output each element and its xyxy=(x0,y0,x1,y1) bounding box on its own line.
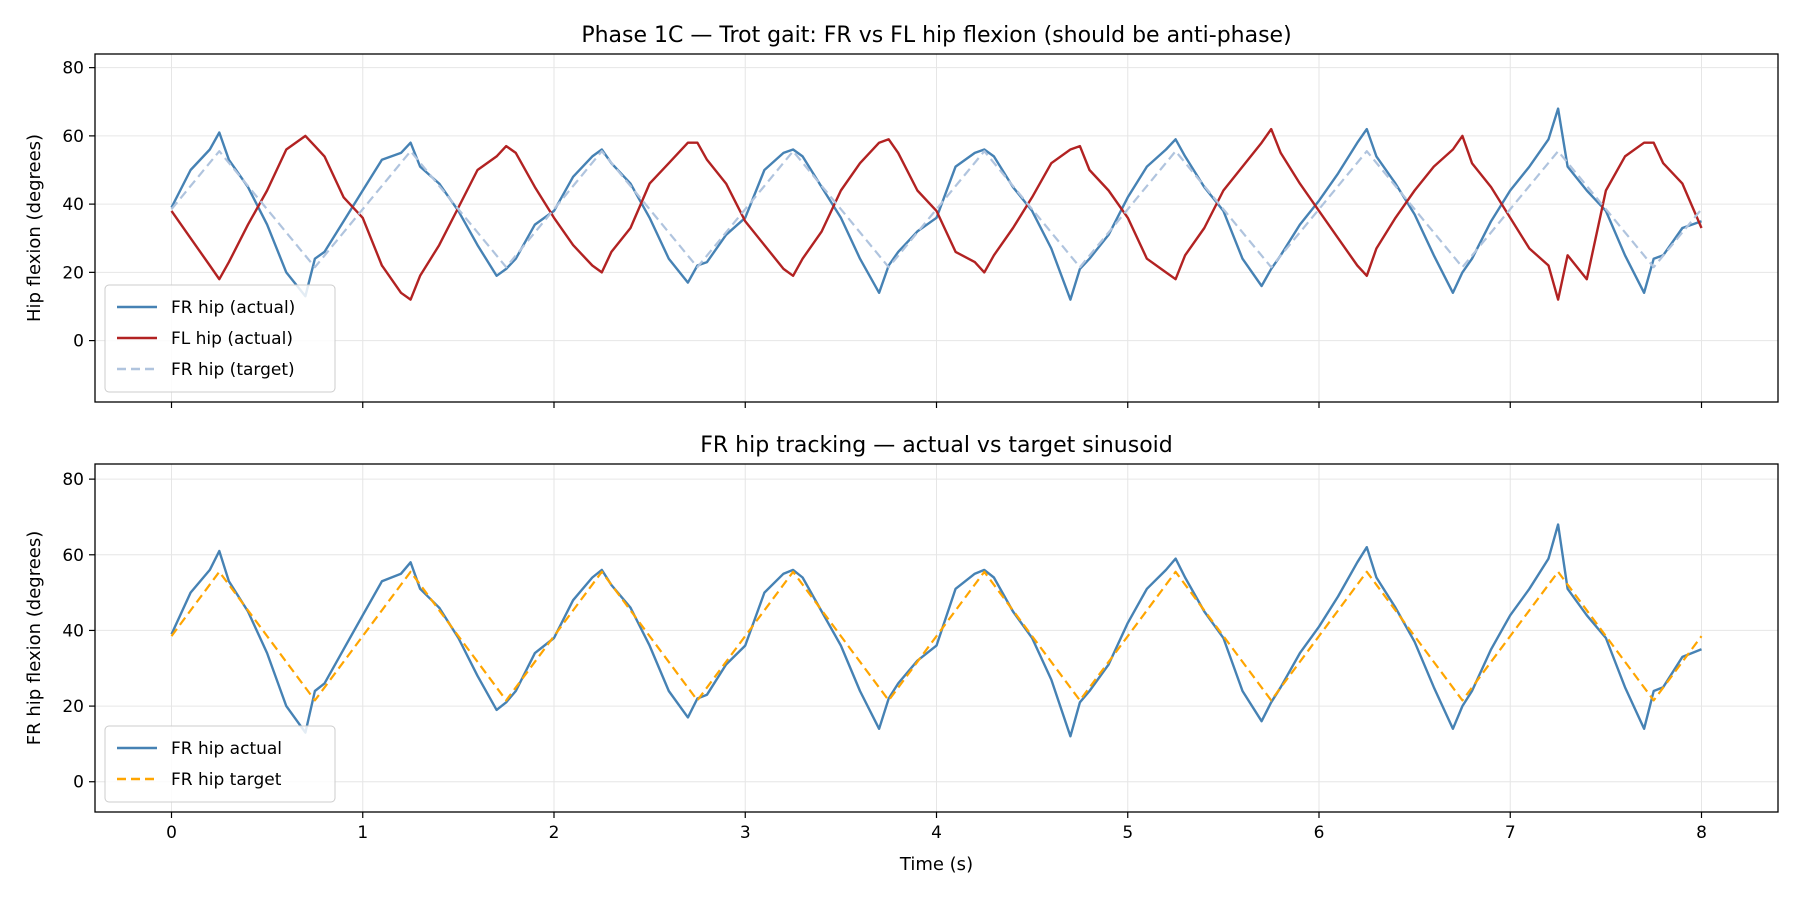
y-tick-label: 60 xyxy=(62,127,84,147)
series-line-fr-hip-target- xyxy=(170,150,1703,269)
y-tick-label: 80 xyxy=(62,59,84,79)
plot-area xyxy=(170,107,1703,301)
series-line-fr-hip-target xyxy=(170,570,1703,702)
series-line-fl-hip-actual- xyxy=(170,127,1703,301)
y-axis-label: FR hip flexion (degrees) xyxy=(24,531,45,746)
x-tick-label: 7 xyxy=(1505,823,1516,843)
legend-label: FR hip (actual) xyxy=(171,298,295,318)
x-axis-label: Time (s) xyxy=(899,854,973,875)
y-tick-label: 40 xyxy=(62,195,84,215)
x-tick-label: 0 xyxy=(166,823,177,843)
y-tick-label: 0 xyxy=(73,773,84,793)
legend-box xyxy=(104,284,336,393)
y-tick-label: 0 xyxy=(73,332,84,352)
legend-label: FR hip target xyxy=(171,770,282,790)
y-tick-label: 20 xyxy=(62,263,84,283)
x-tick-label: 3 xyxy=(740,823,751,843)
y-tick-label: 20 xyxy=(62,697,84,717)
chart-panel-gait: 0 20 40 60 80 Phase 1C — Trot gait: FR vs FL … xyxy=(24,23,1779,408)
x-tick-label: 4 xyxy=(931,823,942,843)
y-tick-label: 40 xyxy=(62,621,84,641)
legend-label: FR hip (target) xyxy=(171,360,295,380)
y-tick-label: 60 xyxy=(62,546,84,566)
series-line-fr-hip-actual xyxy=(170,523,1702,738)
legend-label: FL hip (actual) xyxy=(171,329,293,349)
series-line-fr-hip-actual- xyxy=(170,107,1702,301)
legend-label: FR hip actual xyxy=(171,739,282,759)
legend-box xyxy=(104,725,336,803)
x-tick-label: 8 xyxy=(1696,823,1707,843)
x-tick-label: 1 xyxy=(357,823,368,843)
chart-title: Phase 1C — Trot gait: FR vs FL hip flexi… xyxy=(581,23,1291,48)
x-tick-label: 2 xyxy=(549,823,560,843)
plot-area xyxy=(170,523,1703,738)
chart-title: FR hip tracking — actual vs target sinus… xyxy=(700,433,1173,458)
y-axis-label: Hip flexion (degrees) xyxy=(24,134,45,322)
y-tick-label: 80 xyxy=(62,470,84,490)
x-tick-label: 6 xyxy=(1314,823,1325,843)
x-tick-label: 5 xyxy=(1122,823,1133,843)
